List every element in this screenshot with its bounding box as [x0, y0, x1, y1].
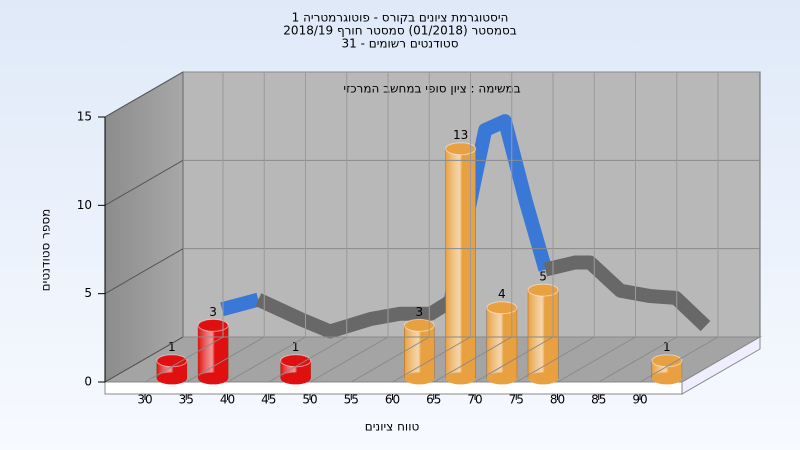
floor-grid	[144, 336, 224, 383]
value-label: 3	[416, 305, 424, 319]
value-label: 1	[663, 340, 671, 354]
bar	[404, 325, 435, 379]
grid-line	[104, 336, 184, 383]
floor-grid	[598, 336, 677, 383]
floor-grid	[516, 336, 595, 383]
chart-title: בסמסטר (01/2018) סמסטר חורף 2018/19	[283, 24, 516, 38]
bar-top	[445, 142, 477, 156]
chart-title: היסטוגרמת ציונים בקורס - פוטוגרמטריה 1	[292, 11, 509, 25]
left-wall	[104, 71, 184, 383]
x-tick-label: 65	[426, 393, 441, 407]
value-label: 13	[453, 128, 468, 142]
floor-grid	[268, 336, 347, 383]
floor-grid	[309, 336, 389, 383]
x-tick-label: 35	[179, 393, 194, 407]
floor-grid	[433, 336, 512, 383]
bar-bottom	[445, 372, 476, 385]
floor-grid	[227, 336, 306, 383]
bar-top	[486, 301, 518, 315]
curve-ribbon	[543, 255, 711, 332]
x-tick-label: 40	[220, 393, 235, 407]
x-tick-label: 75	[509, 393, 524, 407]
x-axis-label: טווח ציונים	[365, 420, 420, 434]
floor-grid	[474, 336, 554, 383]
bar-bottom	[156, 372, 187, 385]
x-tick-label: 85	[591, 393, 606, 407]
bar-top	[527, 283, 559, 297]
bar-top	[403, 318, 435, 332]
y-tick-label: 10	[77, 198, 92, 212]
y-axis-label: מספר סטודנטים	[39, 209, 53, 292]
x-tick-label: 50	[302, 393, 317, 407]
floor-grid	[186, 336, 265, 383]
x-tick-label: 60	[385, 393, 400, 407]
value-label: 4	[498, 287, 506, 301]
floor-grid	[557, 336, 636, 383]
x-tick-label: 55	[344, 393, 359, 407]
bar-bottom	[404, 372, 435, 385]
floor-grid	[639, 336, 719, 383]
y-tick-label: 15	[77, 110, 92, 124]
x-tick-label: 70	[467, 393, 482, 407]
bar	[445, 148, 476, 379]
x-tick-label: 80	[550, 393, 565, 407]
bar-bottom	[651, 372, 682, 385]
bar-bottom	[198, 372, 229, 385]
grid-line	[104, 159, 184, 206]
grid-line	[104, 71, 184, 118]
chart-title: סטודנטים רשומים - 31	[341, 37, 458, 51]
bar-bottom	[486, 372, 517, 385]
bar-top	[197, 318, 229, 332]
floor-side	[681, 336, 761, 395]
value-label: 5	[539, 270, 547, 284]
value-label: 1	[168, 340, 176, 354]
floor-grid	[392, 336, 471, 383]
x-tick-label: 90	[632, 393, 647, 407]
curve-ribbon	[220, 292, 261, 317]
value-label: 1	[292, 340, 300, 354]
chart-subtitle: במשימה : ציון סופי במחשב המרכזי	[343, 82, 520, 96]
y-tick-label: 5	[84, 286, 92, 300]
bar-bottom	[528, 372, 559, 385]
floor-grid	[351, 336, 430, 383]
x-tick-label: 45	[261, 393, 276, 407]
curve-ribbon	[255, 293, 455, 339]
value-label: 3	[209, 305, 217, 319]
bar	[198, 325, 229, 379]
y-tick-label: 0	[84, 375, 92, 389]
grid-line	[104, 248, 184, 295]
x-tick-label: 30	[137, 393, 152, 407]
bar	[528, 290, 559, 379]
bar-bottom	[280, 372, 311, 385]
